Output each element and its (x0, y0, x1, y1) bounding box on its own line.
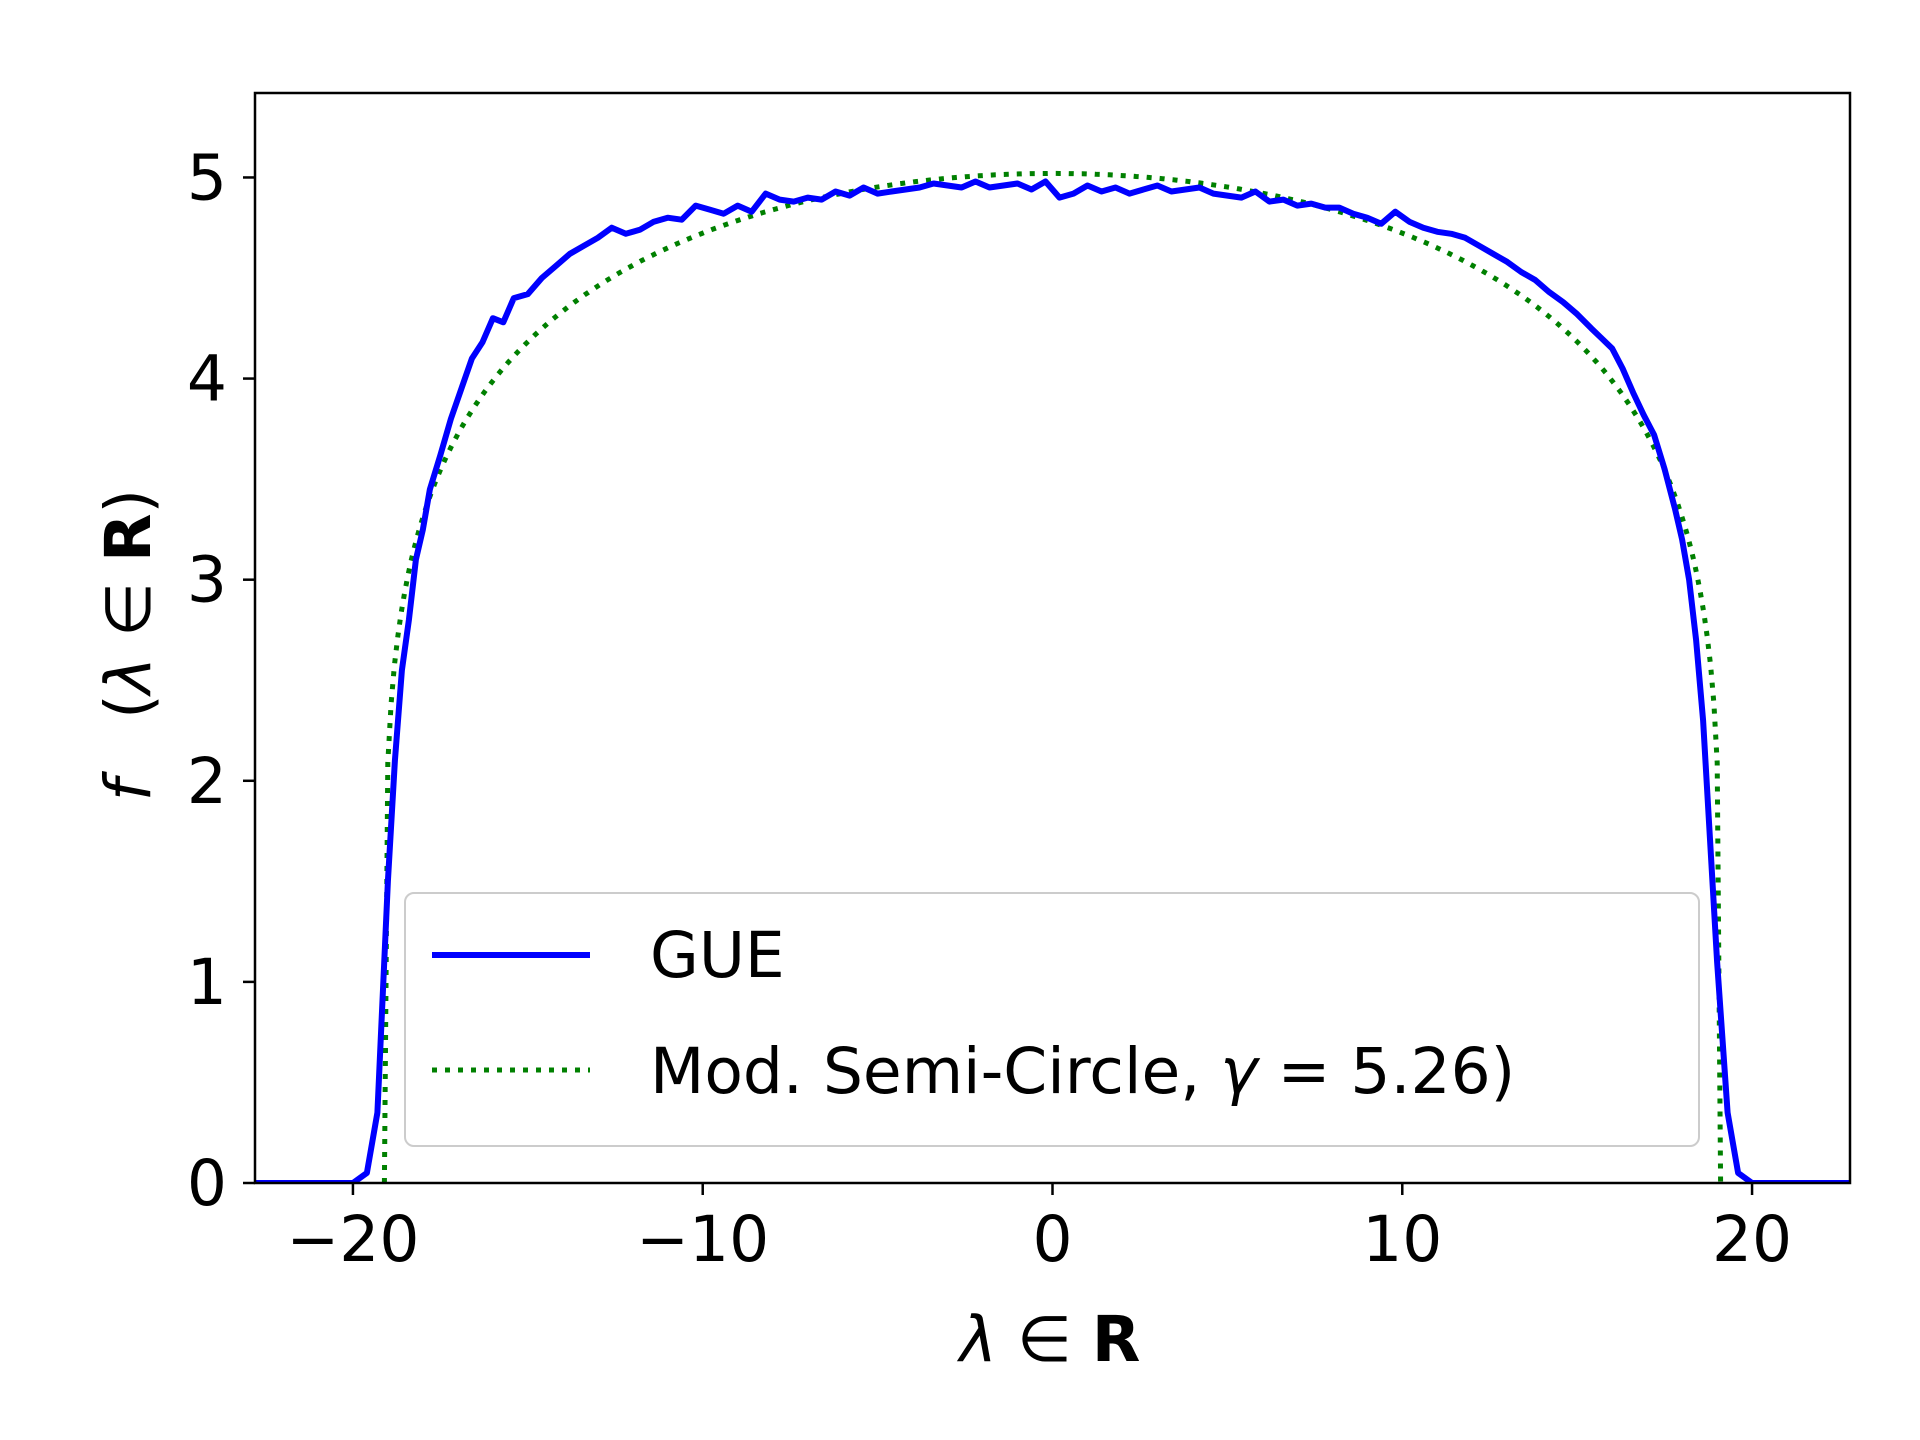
y-axis-label: f (λ ∈ R) (92, 489, 165, 801)
y-tick-label: 5 (187, 141, 227, 214)
axes: −20 −10 0 10 20 0 1 2 3 4 5 (187, 91, 1852, 1276)
y-tick-label: 0 (187, 1147, 227, 1220)
legend: GUE Mod. Semi-Circle, γ = 5.26) (404, 892, 1700, 1147)
y-tick-label: 1 (187, 946, 227, 1019)
x-tick-label: 20 (1712, 1203, 1792, 1276)
legend-label-gue: GUE (650, 919, 785, 992)
x-tick-label: −10 (636, 1203, 769, 1276)
legend-label-semicircle: Mod. Semi-Circle, γ = 5.26) (650, 1035, 1515, 1108)
plot-area (255, 170, 1850, 1183)
y-tick-label: 3 (187, 544, 227, 617)
x-axis-label: λ ∈ R (957, 1303, 1141, 1376)
y-tick-label: 2 (187, 745, 227, 818)
y-tick-label: 4 (187, 343, 227, 416)
x-tick-label: 10 (1362, 1203, 1442, 1276)
x-tick-label: −20 (286, 1203, 419, 1276)
x-tick-label: 0 (1032, 1203, 1072, 1276)
series-line-gue (255, 178, 1850, 1183)
legend-box (404, 892, 1700, 1147)
series-line-semicircle (381, 170, 1724, 1183)
